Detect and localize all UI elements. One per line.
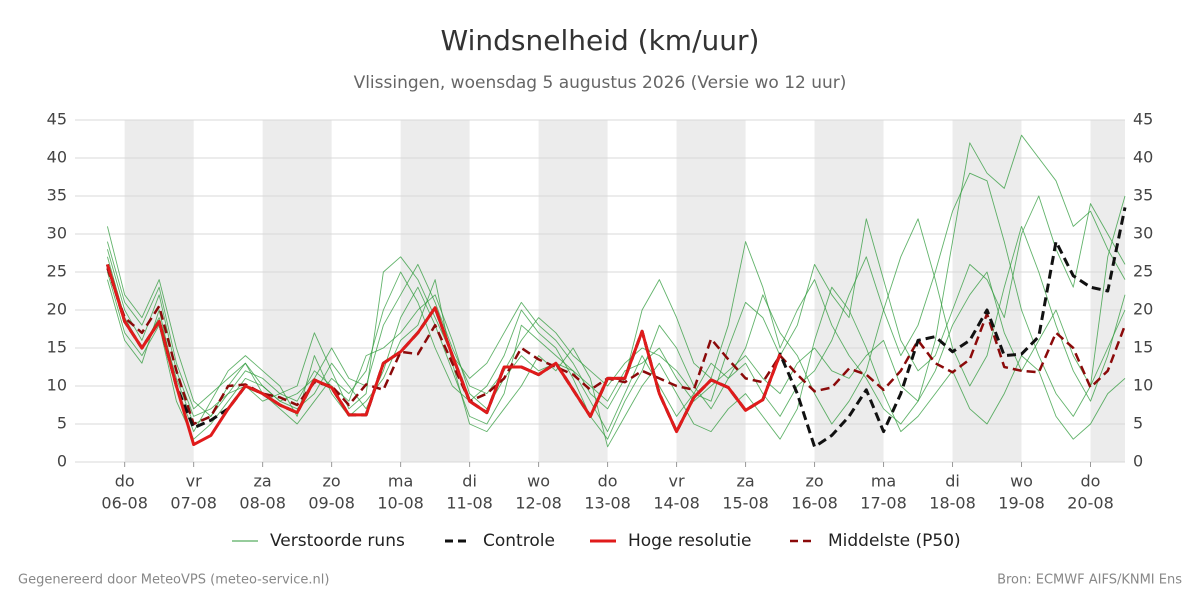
x-tick-label: do bbox=[115, 472, 135, 491]
perturbed-run bbox=[106, 249, 1126, 417]
x-tick-date: 16-08 bbox=[791, 494, 838, 513]
legend-label: Controle bbox=[483, 531, 555, 551]
y2-tick-label: 30 bbox=[1133, 224, 1153, 243]
x-tick-label: do bbox=[1081, 472, 1101, 491]
x-tick-label: di bbox=[462, 472, 477, 491]
x-tick-label: wo bbox=[1010, 472, 1033, 491]
perturbed-run bbox=[106, 172, 1126, 440]
x-tick-label: di bbox=[945, 472, 960, 491]
x-tick-label: za bbox=[254, 472, 272, 491]
y-tick-label: 20 bbox=[47, 300, 67, 319]
y2-tick-label: 20 bbox=[1133, 300, 1153, 319]
chart-title: Windsnelheid (km/uur) bbox=[441, 24, 760, 57]
x-tick-date: 17-08 bbox=[860, 494, 907, 513]
y2-tick-label: 0 bbox=[1133, 452, 1143, 471]
x-tick-label: wo bbox=[527, 472, 550, 491]
y-tick-label: 45 bbox=[47, 110, 67, 129]
x-tick-date: 15-08 bbox=[722, 494, 769, 513]
y-tick-label: 10 bbox=[47, 376, 67, 395]
perturbed-run bbox=[106, 195, 1126, 410]
x-tick-label: ma bbox=[871, 472, 896, 491]
x-tick-label: ma bbox=[388, 472, 413, 491]
y-tick-label: 5 bbox=[57, 414, 67, 433]
y-tick-label: 0 bbox=[57, 452, 67, 471]
y2-tick-label: 40 bbox=[1133, 148, 1153, 167]
series-line bbox=[106, 267, 1127, 426]
y2-tick-label: 45 bbox=[1133, 110, 1153, 129]
series-line bbox=[105, 263, 782, 447]
y-tick-label: 15 bbox=[47, 338, 67, 357]
x-tick-date: 14-08 bbox=[653, 494, 700, 513]
day-shade bbox=[952, 120, 1022, 462]
y2-tick-label: 15 bbox=[1133, 338, 1153, 357]
x-tick-date: 12-08 bbox=[515, 494, 562, 513]
y2-tick-label: 35 bbox=[1133, 186, 1153, 205]
y2-tick-label: 5 bbox=[1133, 414, 1143, 433]
x-tick-date: 18-08 bbox=[929, 494, 976, 513]
footer-right: Bron: ECMWF AIFS/KNMI Ens bbox=[997, 573, 1182, 588]
x-tick-date: 13-08 bbox=[584, 494, 631, 513]
x-tick-date: 20-08 bbox=[1067, 494, 1114, 513]
perturbed-run bbox=[106, 134, 1126, 425]
chart-subtitle: Vlissingen, woensdag 5 augustus 2026 (Ve… bbox=[354, 73, 847, 93]
x-tick-date: 09-08 bbox=[308, 494, 355, 513]
y-tick-label: 30 bbox=[47, 224, 67, 243]
x-tick-label: zo bbox=[805, 472, 823, 491]
y-tick-label: 25 bbox=[47, 262, 67, 281]
footer-left: Gegenereerd door MeteoVPS (meteo-service… bbox=[18, 573, 329, 588]
y2-tick-label: 10 bbox=[1133, 376, 1153, 395]
x-tick-date: 10-08 bbox=[377, 494, 424, 513]
x-tick-date: 07-08 bbox=[170, 494, 217, 513]
y-tick-label: 35 bbox=[47, 186, 67, 205]
legend-label: Hoge resolutie bbox=[628, 531, 752, 551]
x-tick-date: 06-08 bbox=[101, 494, 148, 513]
y2-tick-label: 25 bbox=[1133, 262, 1153, 281]
x-tick-label: vr bbox=[186, 472, 202, 491]
x-tick-label: zo bbox=[323, 472, 341, 491]
x-tick-label: do bbox=[598, 472, 618, 491]
x-tick-date: 11-08 bbox=[446, 494, 493, 513]
day-shade bbox=[400, 120, 470, 462]
x-tick-label: za bbox=[736, 472, 754, 491]
x-tick-date: 19-08 bbox=[998, 494, 1045, 513]
x-tick-date: 08-08 bbox=[239, 494, 286, 513]
day-shade bbox=[676, 120, 746, 462]
day-shade bbox=[538, 120, 608, 462]
y-tick-label: 40 bbox=[47, 148, 67, 167]
day-shade bbox=[814, 120, 884, 462]
legend-label: Verstoorde runs bbox=[270, 531, 405, 551]
x-tick-label: vr bbox=[669, 472, 685, 491]
perturbed-run bbox=[106, 279, 1126, 448]
legend-label: Middelste (P50) bbox=[828, 531, 961, 551]
